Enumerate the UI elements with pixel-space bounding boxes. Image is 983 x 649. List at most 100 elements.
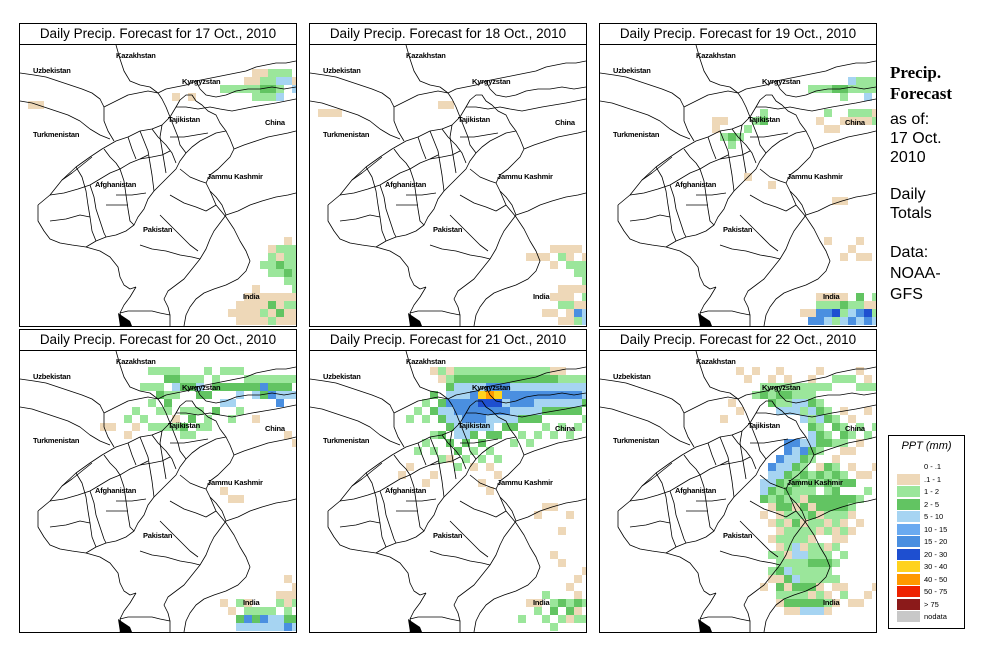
country-label: Afghanistan [675, 180, 717, 189]
precip-cell [558, 391, 566, 399]
precip-cell [792, 543, 800, 551]
precip-cell [784, 519, 792, 527]
precip-cell [784, 463, 792, 471]
precip-cell [422, 399, 430, 407]
precip-cell [840, 309, 848, 317]
border-line [139, 130, 155, 192]
country-label: Turkmenistan [613, 436, 660, 445]
precip-cell [864, 77, 872, 85]
precip-cell [268, 93, 276, 101]
legend-label: 0 - .1 [924, 462, 942, 471]
precip-cell [284, 237, 292, 245]
precip-cell [558, 317, 566, 325]
precip-cell [768, 551, 776, 559]
precip-cell [518, 415, 526, 423]
legend-item: 20 - 30 [897, 548, 962, 560]
precip-cell [486, 463, 494, 471]
precip-cell [856, 367, 864, 375]
precip-map[interactable]: Kazakhstan Uzbekistan Kyrgyzstan Tajikistan… [599, 350, 877, 633]
precip-cell [824, 511, 832, 519]
country-label: Tajikistan [168, 115, 201, 124]
precip-map[interactable]: Kazakhstan Uzbekistan Kyrgyzstan Tajikistan… [19, 44, 297, 327]
precip-cell [220, 367, 228, 375]
precip-cell [550, 623, 558, 631]
precip-cell [776, 503, 784, 511]
precip-cell [188, 431, 196, 439]
precip-cell [534, 599, 542, 607]
precip-cell [268, 85, 276, 93]
precip-cell [582, 317, 586, 325]
country-label: Jammu Kashmir [497, 172, 553, 181]
precip-cell [856, 495, 864, 503]
precip-cell [534, 375, 542, 383]
country-label: Pakistan [143, 531, 173, 540]
precip-cell [566, 607, 574, 615]
precip-cell [566, 599, 574, 607]
precip-cell [148, 383, 156, 391]
precip-cell [574, 399, 582, 407]
precip-cell [792, 551, 800, 559]
precip-cell [478, 479, 486, 487]
precip-cell [478, 423, 486, 431]
precip-cell [840, 375, 848, 383]
precip-cell [284, 623, 292, 631]
precip-cell [824, 503, 832, 511]
border-line [707, 136, 717, 160]
precip-cell [848, 117, 856, 125]
precip-cell [808, 575, 816, 583]
precip-cell [478, 415, 486, 423]
precip-cell [792, 519, 800, 527]
precip-cell [438, 455, 446, 463]
precip-cell [284, 69, 292, 77]
border-line [417, 136, 427, 160]
precip-map[interactable]: Kazakhstan Uzbekistan Kyrgyzstan Tajikistan… [309, 44, 587, 327]
border-line [393, 90, 449, 108]
precip-cell [292, 309, 296, 317]
precip-cell [768, 463, 776, 471]
border-line [696, 192, 727, 196]
precip-cell [808, 317, 816, 325]
border-line [485, 80, 586, 98]
precip-cell [808, 471, 816, 479]
precip-map[interactable]: Kazakhstan Uzbekistan Kyrgyzstan Tajikistan… [599, 44, 877, 327]
precip-cell [800, 415, 808, 423]
precip-cell [840, 117, 848, 125]
precip-cell [808, 431, 816, 439]
precip-map[interactable]: Kazakhstan Uzbekistan Kyrgyzstan Tajikistan… [309, 350, 587, 633]
precip-cell [832, 575, 840, 583]
precip-cell [864, 375, 872, 383]
precip-cell [582, 391, 586, 399]
border-line [327, 94, 525, 326]
precip-cell [566, 431, 574, 439]
precip-cell [132, 407, 140, 415]
border-line [523, 436, 586, 456]
precip-cell [228, 85, 236, 93]
border-line [629, 214, 671, 222]
precip-map[interactable]: Kazakhstan Uzbekistan Kyrgyzstan Tajikistan… [19, 350, 297, 633]
legend-item: 2 - 5 [897, 498, 962, 510]
precip-cell [816, 575, 824, 583]
precip-cell [558, 367, 566, 375]
precip-cell [768, 391, 776, 399]
precip-cell [800, 391, 808, 399]
country-label: Afghanistan [95, 486, 137, 495]
precip-cell [292, 77, 296, 85]
precip-cell [848, 447, 856, 455]
precip-cell [816, 511, 824, 519]
legend-swatch [897, 473, 920, 485]
precip-cell [760, 109, 768, 117]
precip-cell [454, 375, 462, 383]
precip-cell [808, 383, 816, 391]
precip-cell [808, 85, 816, 93]
precip-cell [268, 375, 276, 383]
border-line [617, 400, 815, 632]
precip-cell [864, 93, 872, 101]
border-line [151, 128, 177, 164]
border-line [37, 511, 137, 596]
precip-cell [406, 463, 414, 471]
precip-cell [840, 431, 848, 439]
precip-cell [808, 415, 816, 423]
daily-line1: Daily [890, 186, 926, 203]
precip-cell [212, 375, 220, 383]
precip-cell [800, 463, 808, 471]
